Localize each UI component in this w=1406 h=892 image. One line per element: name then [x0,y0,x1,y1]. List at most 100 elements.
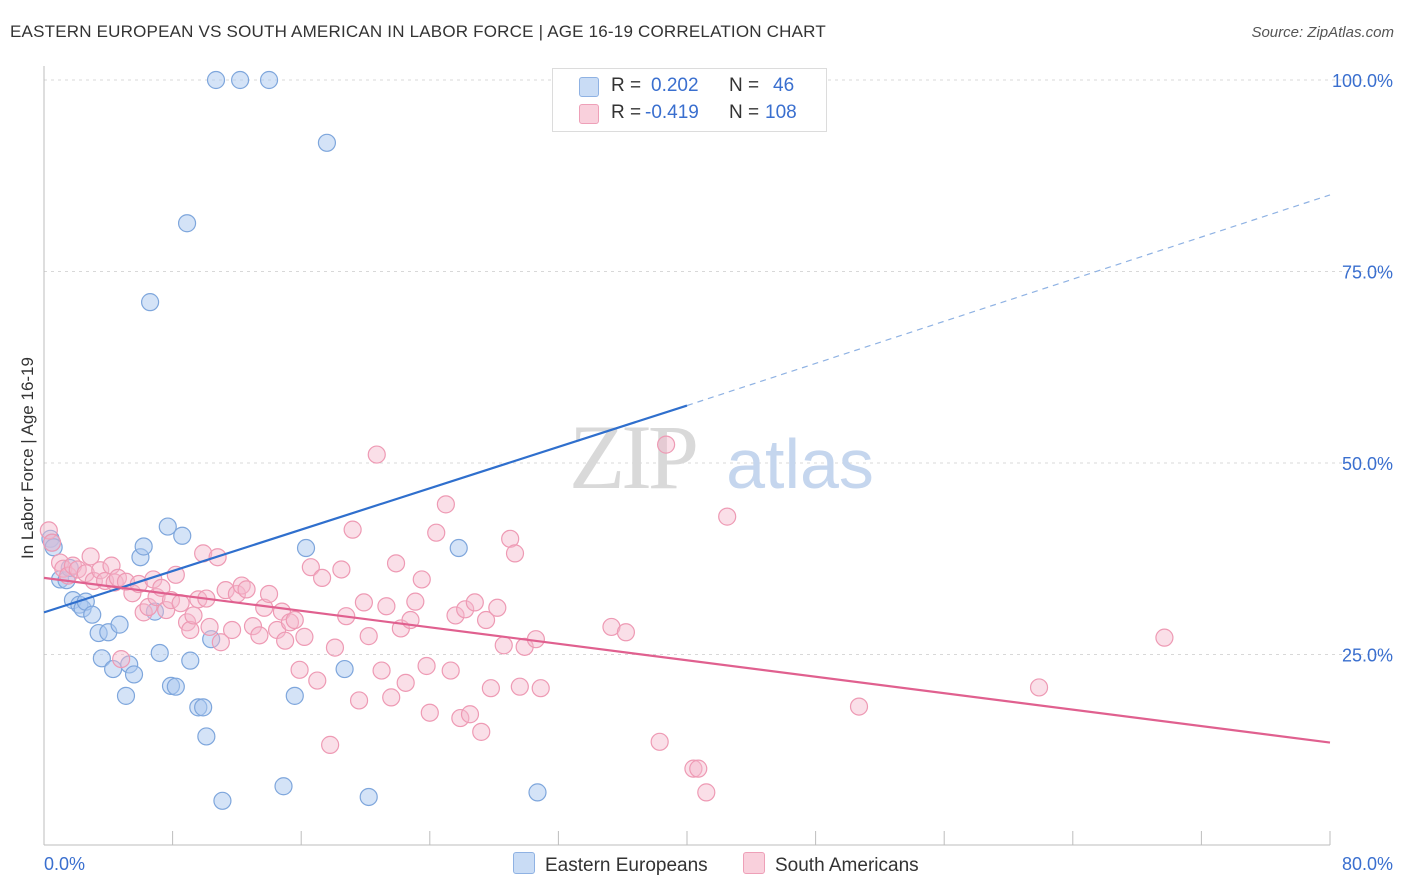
data-point-south-american [718,507,737,526]
bottom-legend-swatch-blue [513,852,535,874]
data-point-south-american [372,661,391,680]
data-point-south-american [184,606,203,625]
data-point-eastern-european [206,70,226,90]
data-point-south-american [290,660,309,679]
bottom-legend-swatch-pink [743,852,765,874]
data-point-south-american [427,523,446,542]
data-point-south-american [501,529,520,548]
data-point-south-american [465,593,484,612]
data-point-south-american [494,636,513,655]
legend-r-value: -0.419 [645,102,699,123]
data-point-south-american [237,580,256,599]
data-point-south-american [472,722,491,741]
data-point-south-american [436,495,455,514]
y-tick-label: 75.0% [1342,263,1393,283]
data-point-eastern-european [177,214,197,233]
data-point-south-american [377,597,396,616]
legend-swatch-blue [579,77,599,97]
data-point-eastern-european [449,538,468,558]
data-point-south-american [332,560,351,579]
bottom-legend-south: South Americans [743,852,919,877]
data-point-eastern-european [92,649,111,668]
trend-line-eastern-europeans [43,404,688,614]
data-point-south-american [412,570,431,589]
bottom-legend-label: Eastern Europeans [545,855,708,876]
data-point-south-american [417,656,436,676]
trend-lines [43,194,1331,744]
data-point-south-american [650,732,669,751]
data-point-south-american [446,606,465,625]
data-point-south-american [476,610,496,630]
data-point-south-american [343,520,362,539]
data-point-south-american [112,649,131,669]
data-point-eastern-european [335,659,354,679]
data-point-eastern-european [110,615,129,634]
data-point-south-american [456,600,475,619]
data-point-south-american [354,593,373,612]
data-point-eastern-european [194,698,213,717]
data-point-eastern-european [528,783,547,802]
legend-r-label: R = [611,75,642,96]
y-tick-label: 25.0% [1342,646,1393,666]
data-point-south-american [276,631,295,650]
data-point-eastern-european [296,538,316,558]
data-point-south-american [222,620,242,640]
data-point-south-american [91,561,110,580]
legend-n-value: 108 [765,102,797,123]
data-point-eastern-european [173,526,192,545]
data-point-south-american [42,533,62,552]
data-point-south-american [420,703,439,722]
data-point-south-american [200,617,219,637]
x-tick-label: 0.0% [44,854,85,874]
data-point-south-american [697,783,716,802]
data-point-south-american [441,661,460,680]
series-eastern-europeans [41,70,547,810]
data-point-south-american [460,705,480,724]
data-point-eastern-european [166,677,185,696]
data-point-south-american [684,759,703,778]
data-point-south-american [510,677,529,696]
data-point-south-american [481,679,500,698]
bottom-legend-label: South Americans [775,855,919,876]
data-point-south-american [349,691,369,710]
data-point-eastern-european [213,791,232,810]
data-point-south-american [488,598,507,617]
data-point-south-american [295,627,314,646]
data-point-south-american [157,600,176,620]
legend-r-label: R = [611,102,642,123]
trend-line-south-americans [43,576,1331,744]
data-point-eastern-european [140,293,160,312]
data-point-south-american [312,568,332,588]
data-point-eastern-european [231,70,250,90]
data-point-south-american [250,626,269,645]
correlation-legend: R = 0.202 N = 46 R = -0.419 N = 108 [552,68,827,132]
data-point-south-american [657,435,676,454]
legend-r-value: 0.202 [651,75,699,96]
y-tick-label: 50.0% [1342,454,1393,474]
data-point-eastern-european [317,133,337,152]
y-axis-label: In Labor Force | Age 16-19 [18,357,37,559]
data-point-south-american [301,558,320,577]
legend-n-value: 46 [773,75,795,96]
legend-row-eastern: R = 0.202 N = 46 [553,74,826,100]
legend-row-south: R = -0.419 N = 108 [553,101,826,127]
data-point-south-american [81,547,100,566]
chart-title: EASTERN EUROPEAN VS SOUTH AMERICAN IN LA… [10,22,826,41]
grid-lines [44,79,1392,655]
data-point-south-american [134,603,153,622]
y-tick-label: 100.0% [1332,71,1393,91]
watermark-zip: ZIP [569,406,696,508]
data-point-eastern-european [181,651,200,670]
legend-n-label: N = [729,102,760,123]
data-point-south-american [1155,628,1174,647]
tick-labels: 25.0% 50.0% 75.0% 100.0% 0.0% 80.0% [44,71,1393,874]
chart-source: Source: ZipAtlas.com [1251,24,1394,41]
data-point-eastern-european [134,537,153,556]
data-point-south-american [382,688,401,707]
zipatlas-watermark: ZIP atlas [569,406,874,508]
data-point-south-american [308,671,327,690]
data-point-eastern-european [274,777,293,796]
bottom-legend-eastern: Eastern Europeans [513,852,708,877]
trend-extension-eastern-europeans [686,194,1331,407]
data-point-eastern-european [259,70,279,90]
